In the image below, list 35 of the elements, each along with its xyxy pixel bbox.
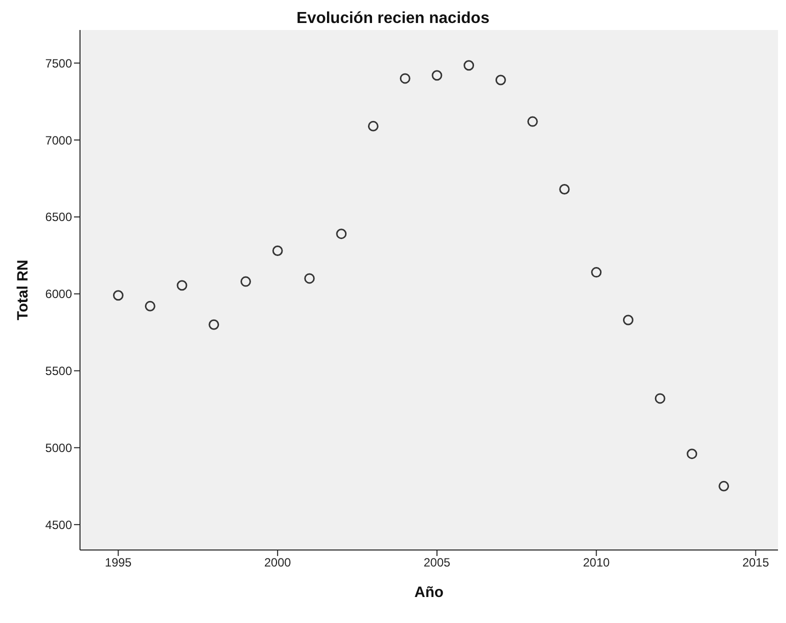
point [144, 300, 156, 312]
point [208, 319, 220, 330]
point [176, 280, 188, 291]
x-axis-title: Año [414, 584, 444, 601]
point [495, 74, 506, 86]
y-axis-title: Total RN [14, 260, 32, 320]
x-tick-label: 1995 [104, 556, 132, 570]
y-tick-label: 4500 [45, 518, 72, 532]
point [718, 480, 730, 492]
x-tick-label: 2010 [582, 556, 610, 570]
y-tick-label: 7500 [45, 56, 72, 70]
chart-title: Evolución recien nacidos [296, 9, 490, 29]
point [622, 314, 634, 326]
point [368, 120, 378, 132]
point [400, 73, 410, 84]
y-tick-label: 7000 [45, 133, 72, 148]
point [112, 290, 124, 301]
y-tick-label: 5000 [45, 440, 72, 455]
point [591, 267, 602, 278]
point [304, 273, 315, 284]
point [336, 228, 347, 240]
point [559, 184, 570, 194]
y-tick-label: 6500 [45, 210, 72, 224]
x-tick-label: 2015 [742, 556, 770, 570]
point [654, 393, 666, 404]
point [272, 246, 283, 256]
x-tick-label: 2000 [264, 556, 292, 570]
y-tick-label: 6000 [45, 287, 72, 302]
point [240, 276, 251, 287]
point [464, 60, 474, 71]
point [432, 70, 442, 81]
point [686, 448, 698, 460]
x-tick-label: 2005 [424, 556, 451, 570]
y-tick-label: 5500 [45, 364, 72, 378]
point [527, 116, 538, 127]
